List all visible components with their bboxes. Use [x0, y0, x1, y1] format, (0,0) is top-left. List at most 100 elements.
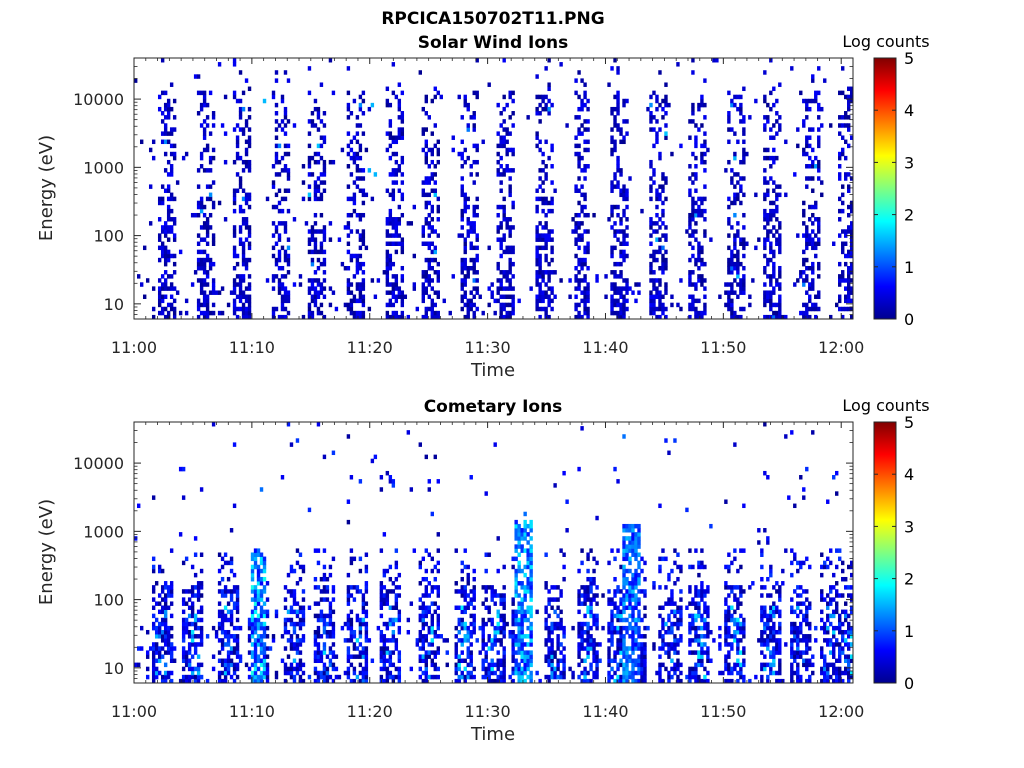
solar-wind-heatmap-cell: [463, 196, 467, 202]
cometary-heatmap-cell: [187, 589, 192, 594]
cometary-heatmap-cell: [517, 523, 521, 529]
solar-wind-heatmap-cell: [799, 270, 803, 275]
solar-wind-heatmap-cell: [802, 261, 806, 267]
solar-wind-heatmap-cell: [328, 237, 333, 242]
solar-wind-heatmap-cell: [739, 314, 743, 319]
cometary-heatmap-cell: [262, 625, 267, 631]
solar-wind-heatmap-cell: [772, 212, 776, 218]
solar-wind-heatmap-cell: [388, 261, 393, 267]
cometary-heatmap-cell: [382, 666, 387, 672]
solar-wind-heatmap-cell: [232, 225, 237, 230]
solar-wind-heatmap-cell: [466, 106, 470, 112]
cometary-heatmap-cell: [226, 670, 231, 676]
solar-wind-heatmap-cell: [244, 310, 249, 316]
cometary-heatmap-cell: [388, 638, 393, 643]
solar-wind-heatmap-cell: [772, 147, 776, 153]
solar-wind-heatmap-cell: [433, 249, 437, 255]
cometary-heatmap-cell: [220, 629, 225, 635]
solar-wind-heatmap-cell: [475, 233, 479, 238]
solar-wind-heatmap-cell: [565, 123, 569, 128]
solar-wind-heatmap-cell: [397, 233, 402, 238]
solar-wind-heatmap-cell: [808, 98, 812, 104]
solar-wind-heatmap-cell: [157, 286, 162, 291]
cometary-heatmap-cell: [358, 617, 363, 623]
solar-wind-heatmap-cell: [838, 90, 842, 96]
cometary-heatmap-cell: [316, 634, 321, 639]
solar-wind-heatmap-cell: [763, 270, 767, 275]
solar-wind-heatmap-cell: [742, 241, 746, 246]
cometary-heatmap-cell: [199, 642, 204, 647]
cometary-heatmap-cell: [223, 585, 228, 590]
solar-wind-heatmap-cell: [436, 274, 440, 279]
solar-wind-heatmap-cell: [352, 196, 357, 202]
solar-wind-heatmap-cell: [346, 225, 351, 230]
cometary-heatmap-cell: [643, 625, 647, 631]
cometary-heatmap-cell: [355, 674, 360, 680]
cometary-heatmap-cell: [391, 634, 396, 639]
solar-wind-heatmap-cell: [634, 282, 638, 287]
solar-wind-heatmap-cell: [355, 298, 360, 304]
cometary-heatmap-cell: [247, 638, 252, 643]
cometary-heatmap-cell: [592, 638, 596, 643]
solar-wind-heatmap-cell: [619, 188, 623, 193]
solar-wind-heatmap-cell: [619, 131, 623, 136]
cometary-heatmap-cell: [289, 642, 294, 647]
solar-wind-heatmap-cell: [172, 286, 177, 291]
cometary-heatmap-cell: [190, 666, 195, 672]
cometary-heatmap-cell: [466, 576, 470, 582]
cometary-heatmap-cell: [232, 638, 237, 643]
cometary-heatmap-cell: [478, 625, 482, 631]
solar-wind-heatmap-cell: [574, 188, 578, 193]
cometary-heatmap-cell: [229, 617, 234, 623]
solar-wind-heatmap-cell: [661, 106, 665, 112]
solar-wind-heatmap-cell: [559, 278, 563, 283]
cometary-heatmap-cell: [481, 642, 485, 647]
cometary-heatmap-cell: [199, 581, 204, 586]
solar-wind-heatmap-cell: [151, 139, 156, 145]
solar-wind-heatmap-cell: [310, 172, 315, 177]
solar-wind-heatmap-cell: [649, 115, 653, 120]
cometary-heatmap-cell: [640, 617, 644, 623]
solar-wind-heatmap-cell: [733, 241, 737, 246]
cometary-heatmap-cell: [139, 646, 144, 651]
cometary-heatmap-cell: [547, 638, 551, 643]
cometary-heatmap-cell: [484, 568, 488, 574]
cometary-heatmap-cell: [592, 593, 596, 598]
cometary-heatmap-cell: [490, 585, 494, 590]
cometary-heatmap-cell: [499, 593, 503, 598]
solar-wind-heatmap-cell: [247, 86, 252, 92]
cometary-heatmap-cell: [166, 585, 171, 590]
cometary-heatmap-cell: [322, 625, 327, 631]
solar-wind-heatmap-cell: [283, 143, 288, 149]
solar-wind-heatmap-cell: [424, 180, 428, 185]
solar-wind-heatmap-cell: [430, 204, 434, 210]
solar-wind-heatmap-cell: [622, 286, 626, 291]
cometary-heatmap-cell: [502, 605, 506, 610]
solar-wind-heatmap-cell: [805, 98, 809, 104]
solar-wind-heatmap-cell: [508, 176, 512, 181]
cometary-heatmap-cell: [430, 589, 434, 594]
solar-wind-heatmap-cell: [694, 237, 698, 242]
cometary-heatmap-cell: [622, 662, 626, 668]
solar-wind-heatmap-cell: [355, 176, 360, 181]
cometary-heatmap-cell: [265, 662, 270, 668]
solar-wind-heatmap-cell: [772, 233, 776, 238]
solar-wind-heatmap-cell: [397, 106, 402, 112]
solar-wind-heatmap-cell: [808, 314, 812, 319]
cometary-heatmap-cell: [154, 634, 159, 639]
solar-wind-heatmap-cell: [700, 123, 704, 128]
solar-wind-heatmap-cell: [400, 180, 405, 185]
solar-wind-heatmap-cell: [430, 225, 434, 230]
cometary-heatmap-cell: [283, 666, 288, 672]
solar-wind-heatmap-cell: [400, 111, 405, 116]
cometary-heatmap-cell: [226, 576, 231, 582]
cometary-heatmap-cell: [421, 601, 425, 606]
cometary-heatmap-cell: [382, 662, 387, 668]
cometary-heatmap-cell: [394, 605, 399, 610]
solar-wind-heatmap-cell: [430, 98, 434, 104]
solar-wind-heatmap-cell: [319, 192, 324, 198]
solar-wind-heatmap-cell: [850, 278, 853, 283]
cometary-heatmap-cell: [331, 597, 336, 602]
solar-wind-heatmap-cell: [577, 200, 581, 206]
cometary-heatmap-cell: [577, 642, 581, 647]
